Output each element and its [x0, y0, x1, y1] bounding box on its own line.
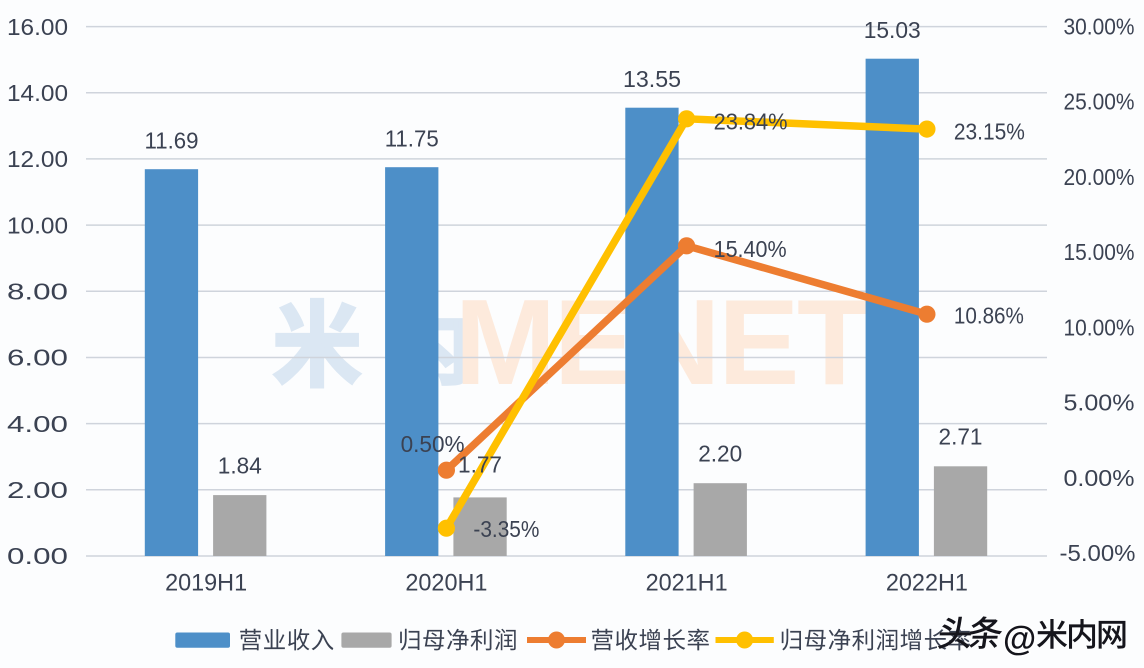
- svg-text:11.75: 11.75: [385, 126, 439, 152]
- svg-text:15.03: 15.03: [864, 17, 921, 43]
- svg-text:11.69: 11.69: [145, 128, 199, 154]
- svg-text:6.00: 6.00: [7, 345, 68, 371]
- svg-text:2.71: 2.71: [939, 424, 983, 450]
- svg-text:23.84%: 23.84%: [714, 109, 788, 135]
- svg-text:15.00%: 15.00%: [1064, 239, 1135, 265]
- svg-text:5.00%: 5.00%: [1064, 390, 1135, 416]
- svg-text:30.00%: 30.00%: [1064, 14, 1135, 40]
- svg-text:10.00%: 10.00%: [1064, 315, 1135, 341]
- svg-text:2022H1: 2022H1: [886, 570, 968, 597]
- svg-text:0.00%: 0.00%: [1064, 465, 1135, 491]
- svg-text:10.00: 10.00: [7, 212, 68, 238]
- svg-text:15.40%: 15.40%: [714, 236, 787, 262]
- svg-text:8.00: 8.00: [7, 279, 68, 305]
- svg-text:@: @: [1003, 620, 1036, 658]
- svg-text:2.20: 2.20: [698, 441, 742, 467]
- svg-text:-3.35%: -3.35%: [473, 516, 539, 542]
- svg-text:0.00: 0.00: [7, 543, 68, 569]
- svg-text:16.00: 16.00: [7, 14, 68, 40]
- svg-text:10.86%: 10.86%: [954, 303, 1024, 329]
- svg-text:2021H1: 2021H1: [646, 570, 728, 597]
- svg-text:23.15%: 23.15%: [954, 119, 1025, 145]
- svg-text:2020H1: 2020H1: [405, 570, 487, 597]
- svg-text:25.00%: 25.00%: [1064, 89, 1135, 115]
- svg-text:20.00%: 20.00%: [1064, 164, 1135, 190]
- svg-text:13.55: 13.55: [623, 66, 681, 92]
- svg-text:12.00: 12.00: [7, 146, 68, 172]
- svg-text:4.00: 4.00: [7, 411, 68, 437]
- svg-text:14.00: 14.00: [7, 80, 68, 106]
- svg-text:1.84: 1.84: [218, 452, 262, 478]
- svg-text:0.50%: 0.50%: [401, 431, 465, 457]
- svg-text:-5.00%: -5.00%: [1060, 540, 1136, 566]
- svg-text:2019H1: 2019H1: [165, 570, 247, 597]
- svg-text:2.00: 2.00: [7, 477, 68, 503]
- svg-text:1.77: 1.77: [458, 452, 502, 478]
